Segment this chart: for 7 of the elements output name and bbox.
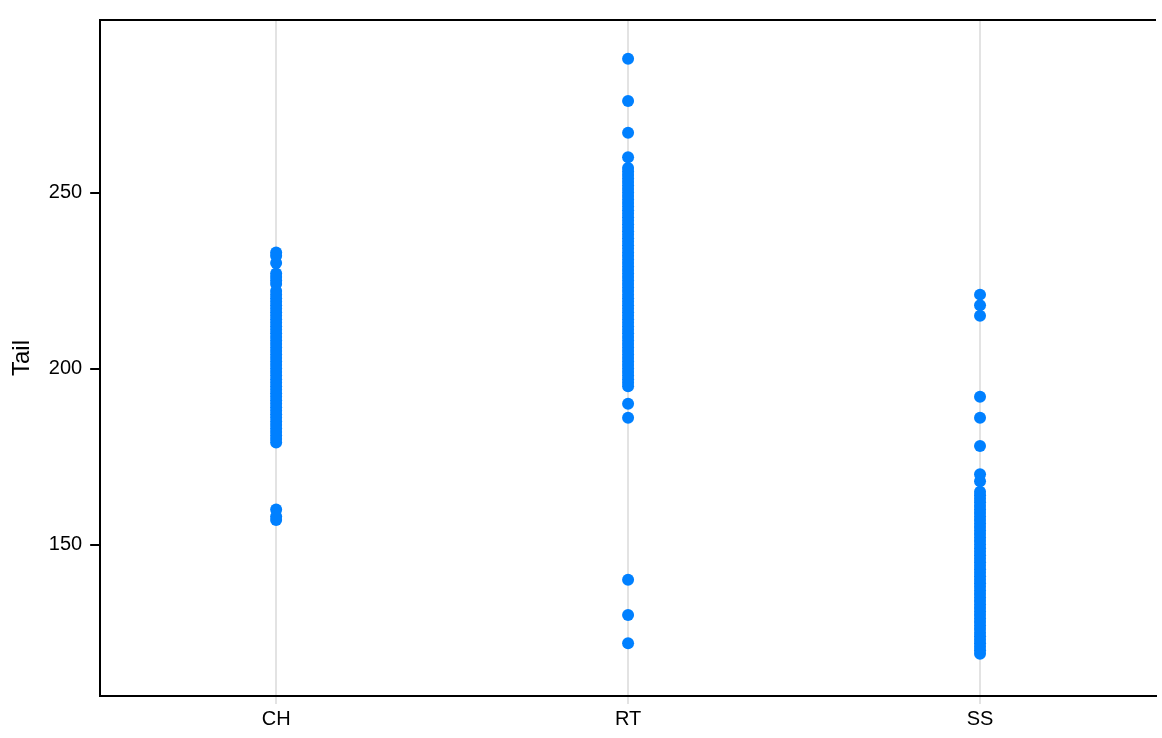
y-axis-title: Tail — [7, 339, 35, 377]
x-tick-label: SS — [966, 706, 994, 729]
y-tick-label: 200 — [48, 356, 83, 379]
y-tick-label: 150 — [48, 532, 83, 555]
x-tick-label: CH — [261, 706, 291, 729]
y-tick-label: 250 — [48, 180, 83, 203]
x-tick-label: RT — [614, 706, 642, 729]
